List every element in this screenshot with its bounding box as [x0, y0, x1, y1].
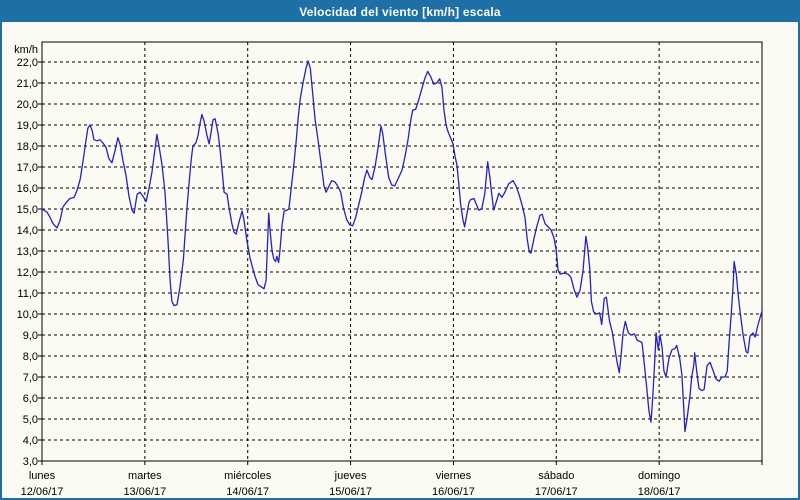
y-axis-label: 6,0	[23, 393, 38, 405]
x-axis-day-label: miércoles	[224, 470, 272, 482]
y-axis-unit: km/h	[14, 44, 38, 56]
y-axis-label: 14,0	[17, 225, 38, 237]
y-axis-label: 16,0	[17, 183, 38, 195]
y-axis-label: 3,0	[23, 456, 38, 468]
y-axis-label: 18,0	[17, 141, 38, 153]
x-axis-date-label: 17/06/17	[535, 486, 578, 498]
y-axis-label: 8,0	[23, 351, 38, 363]
y-axis-label: 21,0	[17, 78, 38, 90]
y-axis-label: 12,0	[17, 267, 38, 279]
y-axis-label: 20,0	[17, 99, 38, 111]
y-axis-label: 17,0	[17, 162, 38, 174]
x-axis-day-label: lunes	[29, 470, 56, 482]
chart-title: Velocidad del viento [km/h] escala	[299, 5, 501, 19]
wind-speed-line	[41, 60, 763, 433]
y-axis-label: 11,0	[17, 288, 38, 300]
x-axis-date-label: 16/06/17	[432, 486, 475, 498]
x-axis-date-label: 12/06/17	[21, 486, 64, 498]
y-axis-label: 19,0	[17, 120, 38, 132]
x-axis-day-label: viernes	[436, 470, 472, 482]
y-axis-label: 10,0	[17, 309, 38, 321]
x-axis-date-label: 14/06/17	[226, 486, 269, 498]
y-axis-label: 13,0	[17, 246, 38, 258]
title-bar: Velocidad del viento [km/h] escala	[2, 2, 798, 23]
x-axis-day-label: martes	[128, 470, 162, 482]
y-axis-label: 5,0	[23, 414, 38, 426]
x-axis-date-label: 18/06/17	[638, 486, 681, 498]
x-axis-day-label: sábado	[538, 470, 574, 482]
y-axis-label: 15,0	[17, 204, 38, 216]
x-axis-day-label: domingo	[638, 470, 680, 482]
x-axis-date-label: 15/06/17	[329, 486, 372, 498]
x-axis-date-label: 13/06/17	[123, 486, 166, 498]
y-axis-label: 7,0	[23, 372, 38, 384]
y-axis-label: 22,0	[17, 57, 38, 69]
y-axis-label: 4,0	[23, 435, 38, 447]
x-axis-day-label: jueves	[334, 470, 367, 482]
y-axis-label: 9,0	[23, 330, 38, 342]
